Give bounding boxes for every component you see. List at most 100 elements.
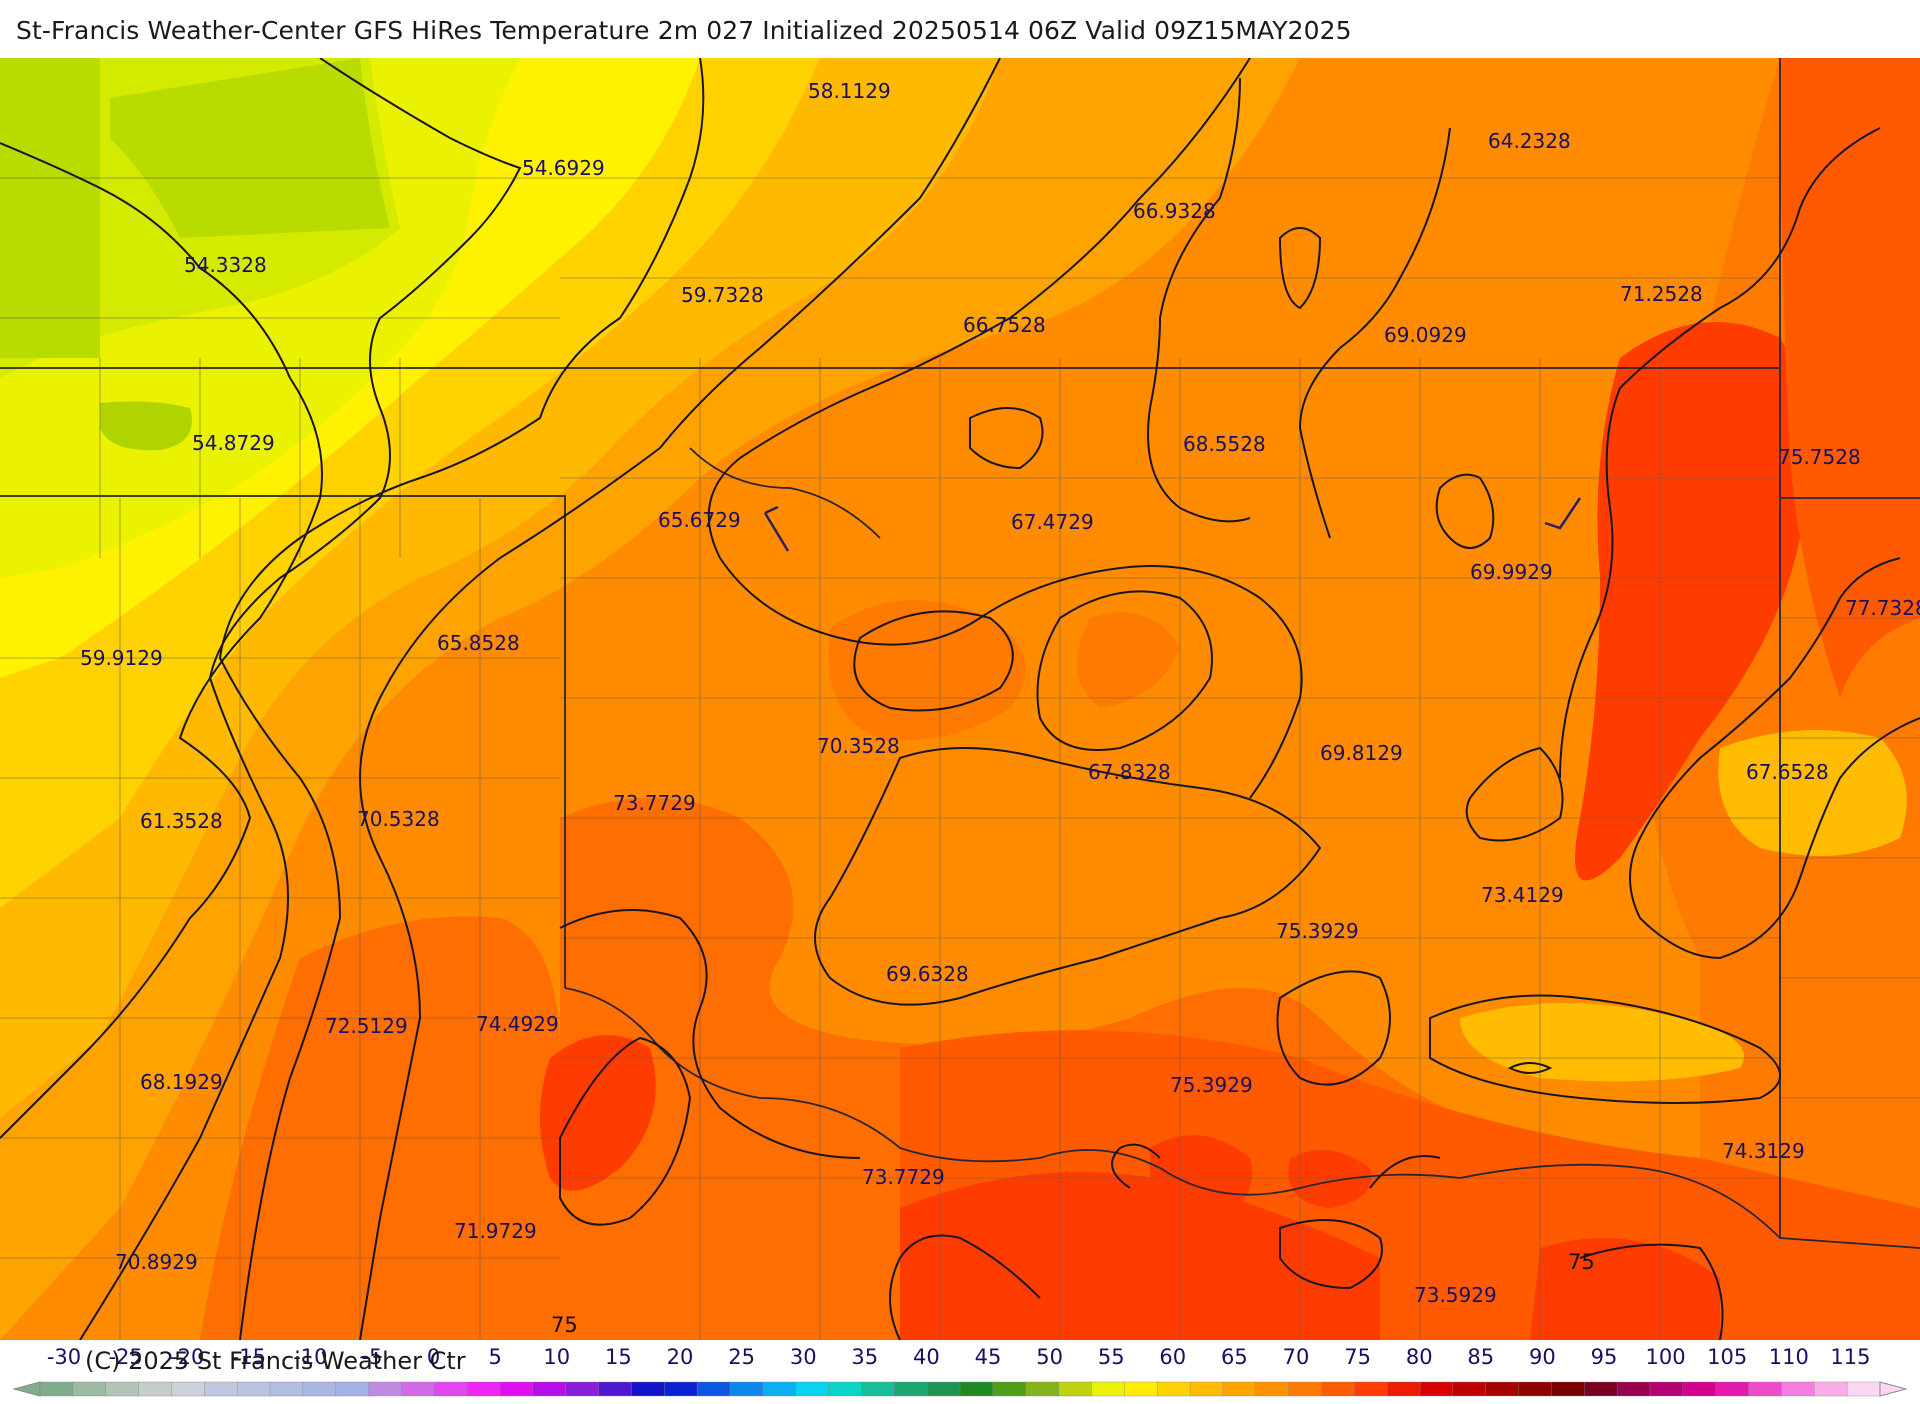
colorbar-swatch bbox=[368, 1381, 403, 1397]
isotherm-contours bbox=[0, 58, 1920, 1340]
colorbar-tick-labels: -30 -25 -20 -15 -10 -5 0 5 10 15 20 25 30 35 40 45 50 55 6… bbox=[47, 1345, 1871, 1369]
value-label: 59.9129 bbox=[80, 646, 163, 670]
value-label: 61.3528 bbox=[140, 809, 223, 833]
colorbar-swatch bbox=[302, 1381, 337, 1397]
value-label: 70.3528 bbox=[817, 734, 900, 758]
value-label: 70.5328 bbox=[357, 807, 440, 831]
colorbar-max-arrow bbox=[1879, 1381, 1908, 1397]
colorbar-tick: 40 bbox=[913, 1345, 940, 1369]
colorbar-swatch bbox=[729, 1381, 764, 1397]
colorbar-tick: 115 bbox=[1830, 1345, 1870, 1369]
colorbar-swatch bbox=[1255, 1381, 1290, 1397]
colorbar-swatch bbox=[1616, 1381, 1651, 1397]
wind-barbs bbox=[763, 497, 1582, 552]
value-label: 75.7528 bbox=[1778, 445, 1861, 469]
value-label: 65.6729 bbox=[658, 508, 741, 532]
colorbar-swatch bbox=[1124, 1381, 1158, 1397]
colorbar-swatch bbox=[1091, 1381, 1126, 1397]
colorbar-tick: 20 bbox=[667, 1345, 694, 1369]
colorbar-swatch bbox=[204, 1381, 238, 1397]
colorbar-swatch bbox=[236, 1381, 271, 1397]
colorbar-swatch bbox=[1058, 1381, 1093, 1397]
colorbar-swatch bbox=[1715, 1381, 1750, 1397]
temperature-fill bbox=[0, 58, 1920, 1340]
colorbar-tick: 75 bbox=[1344, 1345, 1371, 1369]
colorbar-tick: 10 bbox=[543, 1345, 570, 1369]
temperature-map: 58.1129 54.6929 54.3328 59.7328 66.9328 … bbox=[0, 58, 1920, 1340]
colorbar-swatch bbox=[532, 1381, 567, 1397]
value-label: 73.7729 bbox=[613, 791, 696, 815]
colorbar-swatch bbox=[1584, 1381, 1618, 1397]
colorbar-tick: 50 bbox=[1036, 1345, 1063, 1369]
value-label: 72.5129 bbox=[325, 1014, 408, 1038]
colorbar-min-arrow bbox=[12, 1381, 41, 1397]
colorbar-swatch bbox=[1518, 1381, 1553, 1397]
contour-label: 75 bbox=[551, 1313, 578, 1337]
colorbar-tick: 105 bbox=[1707, 1345, 1747, 1369]
colorbar-tick: 55 bbox=[1098, 1345, 1125, 1369]
colorbar-swatch bbox=[1846, 1381, 1881, 1397]
colorbar-tick: 100 bbox=[1646, 1345, 1686, 1369]
colorbar-swatch bbox=[1485, 1381, 1520, 1397]
colorbar-swatch bbox=[1156, 1381, 1191, 1397]
value-label: 75.3929 bbox=[1170, 1073, 1253, 1097]
state-boundaries bbox=[0, 58, 1920, 1249]
colorbar-swatch bbox=[1321, 1381, 1356, 1397]
map-title: St-Francis Weather-Center GFS HiRes Temp… bbox=[16, 16, 1352, 45]
colorbar-swatch bbox=[1649, 1381, 1684, 1397]
colorbar-tick: -10 bbox=[293, 1345, 327, 1369]
value-label: 77.7328 bbox=[1845, 596, 1920, 620]
value-label: 65.8528 bbox=[437, 631, 520, 655]
value-label: 67.8328 bbox=[1088, 760, 1171, 784]
value-label: 64.2328 bbox=[1488, 129, 1571, 153]
colorbar-swatch bbox=[762, 1381, 797, 1397]
colorbar-swatch bbox=[1288, 1381, 1323, 1397]
value-label: 69.9929 bbox=[1470, 560, 1553, 584]
colorbar-tick: 35 bbox=[851, 1345, 878, 1369]
colorbar-tick: 45 bbox=[975, 1345, 1002, 1369]
colorbar-swatch bbox=[1452, 1381, 1487, 1397]
value-label: 74.3129 bbox=[1722, 1139, 1805, 1163]
copyright-notice: (C) 2025 St Francis Weather Ctr bbox=[85, 1347, 466, 1375]
colorbar-swatch bbox=[664, 1381, 698, 1397]
colorbar-swatch bbox=[1386, 1381, 1421, 1397]
value-label: 58.1129 bbox=[808, 79, 891, 103]
value-label: 71.9729 bbox=[454, 1219, 537, 1243]
colorbar-tick: 25 bbox=[728, 1345, 755, 1369]
colorbar-swatch bbox=[401, 1381, 436, 1397]
value-label: 67.4729 bbox=[1011, 510, 1094, 534]
value-label: 69.8129 bbox=[1320, 741, 1403, 765]
colorbar-tick: -30 bbox=[47, 1345, 81, 1369]
value-label: 59.7328 bbox=[681, 283, 764, 307]
colorbar-swatch bbox=[1551, 1381, 1586, 1397]
colorbar-swatch bbox=[39, 1381, 74, 1397]
value-label: 75.3929 bbox=[1276, 919, 1359, 943]
colorbar-swatch bbox=[499, 1381, 534, 1397]
colorbar-swatches bbox=[12, 1381, 1908, 1397]
colorbar-tick: 85 bbox=[1467, 1345, 1494, 1369]
value-label: 67.6528 bbox=[1746, 760, 1829, 784]
colorbar-tick: 15 bbox=[605, 1345, 632, 1369]
colorbar-tick: -20 bbox=[170, 1345, 204, 1369]
value-label: 69.6328 bbox=[886, 962, 969, 986]
colorbar-swatch bbox=[861, 1381, 896, 1397]
colorbar-swatch bbox=[1189, 1381, 1224, 1397]
colorbar-swatch bbox=[1354, 1381, 1388, 1397]
colorbar-tick: 95 bbox=[1591, 1345, 1618, 1369]
colorbar-tick: 90 bbox=[1529, 1345, 1556, 1369]
colorbar-tick: -5 bbox=[362, 1345, 383, 1369]
colorbar-tick: -15 bbox=[232, 1345, 266, 1369]
colorbar-tick: 0 bbox=[427, 1345, 440, 1369]
colorbar-swatch bbox=[1781, 1381, 1816, 1397]
colorbar-swatch bbox=[1814, 1381, 1848, 1397]
colorbar-swatch bbox=[696, 1381, 731, 1397]
value-label: 70.8929 bbox=[115, 1250, 198, 1274]
value-label: 54.3328 bbox=[184, 253, 267, 277]
colorbar-tick: 110 bbox=[1769, 1345, 1809, 1369]
value-label: 68.1929 bbox=[140, 1070, 223, 1094]
colorbar-swatch bbox=[138, 1381, 173, 1397]
colorbar-tick: 30 bbox=[790, 1345, 817, 1369]
colorbar-swatch bbox=[1748, 1381, 1783, 1397]
colorbar-swatch bbox=[992, 1381, 1027, 1397]
colorbar-swatch bbox=[335, 1381, 370, 1397]
